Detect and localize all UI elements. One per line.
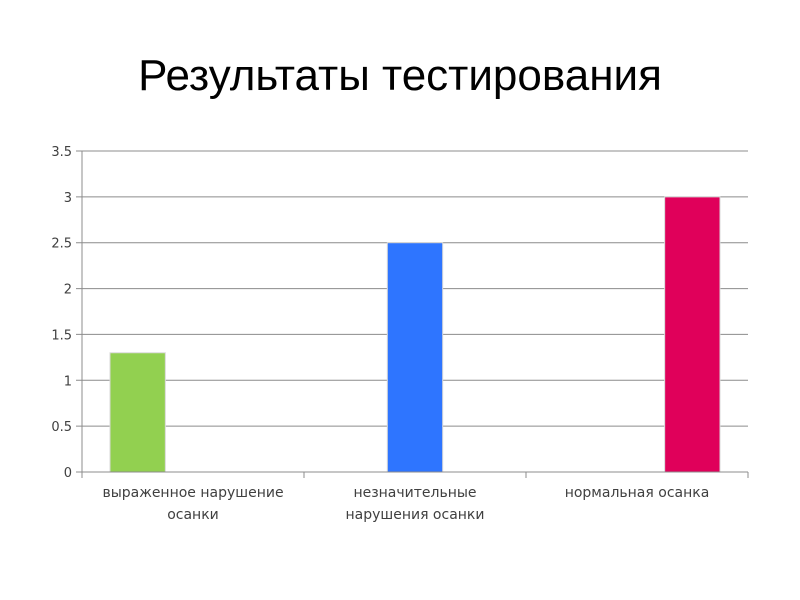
category-label: осанки bbox=[167, 507, 219, 523]
y-tick-label: 3 bbox=[64, 191, 72, 206]
category-label: нормальная осанка bbox=[565, 485, 710, 501]
y-tick-label: 0 bbox=[64, 466, 72, 481]
category-label: выраженное нарушение bbox=[102, 485, 283, 501]
category-label: незначительные bbox=[353, 485, 476, 501]
y-tick-label: 2 bbox=[64, 283, 72, 298]
y-tick-label: 1.5 bbox=[51, 328, 72, 343]
slide-title: Результаты тестирования bbox=[138, 51, 662, 100]
y-tick-label: 1 bbox=[64, 374, 72, 389]
y-tick-label: 0.5 bbox=[51, 420, 72, 435]
bar-1 bbox=[386, 242, 444, 473]
bar-2 bbox=[664, 196, 721, 473]
y-tick-label: 3.5 bbox=[51, 145, 72, 160]
y-tick-label: 2.5 bbox=[51, 237, 72, 252]
category-label: нарушения осанки bbox=[345, 507, 484, 523]
bar-0 bbox=[109, 352, 166, 473]
